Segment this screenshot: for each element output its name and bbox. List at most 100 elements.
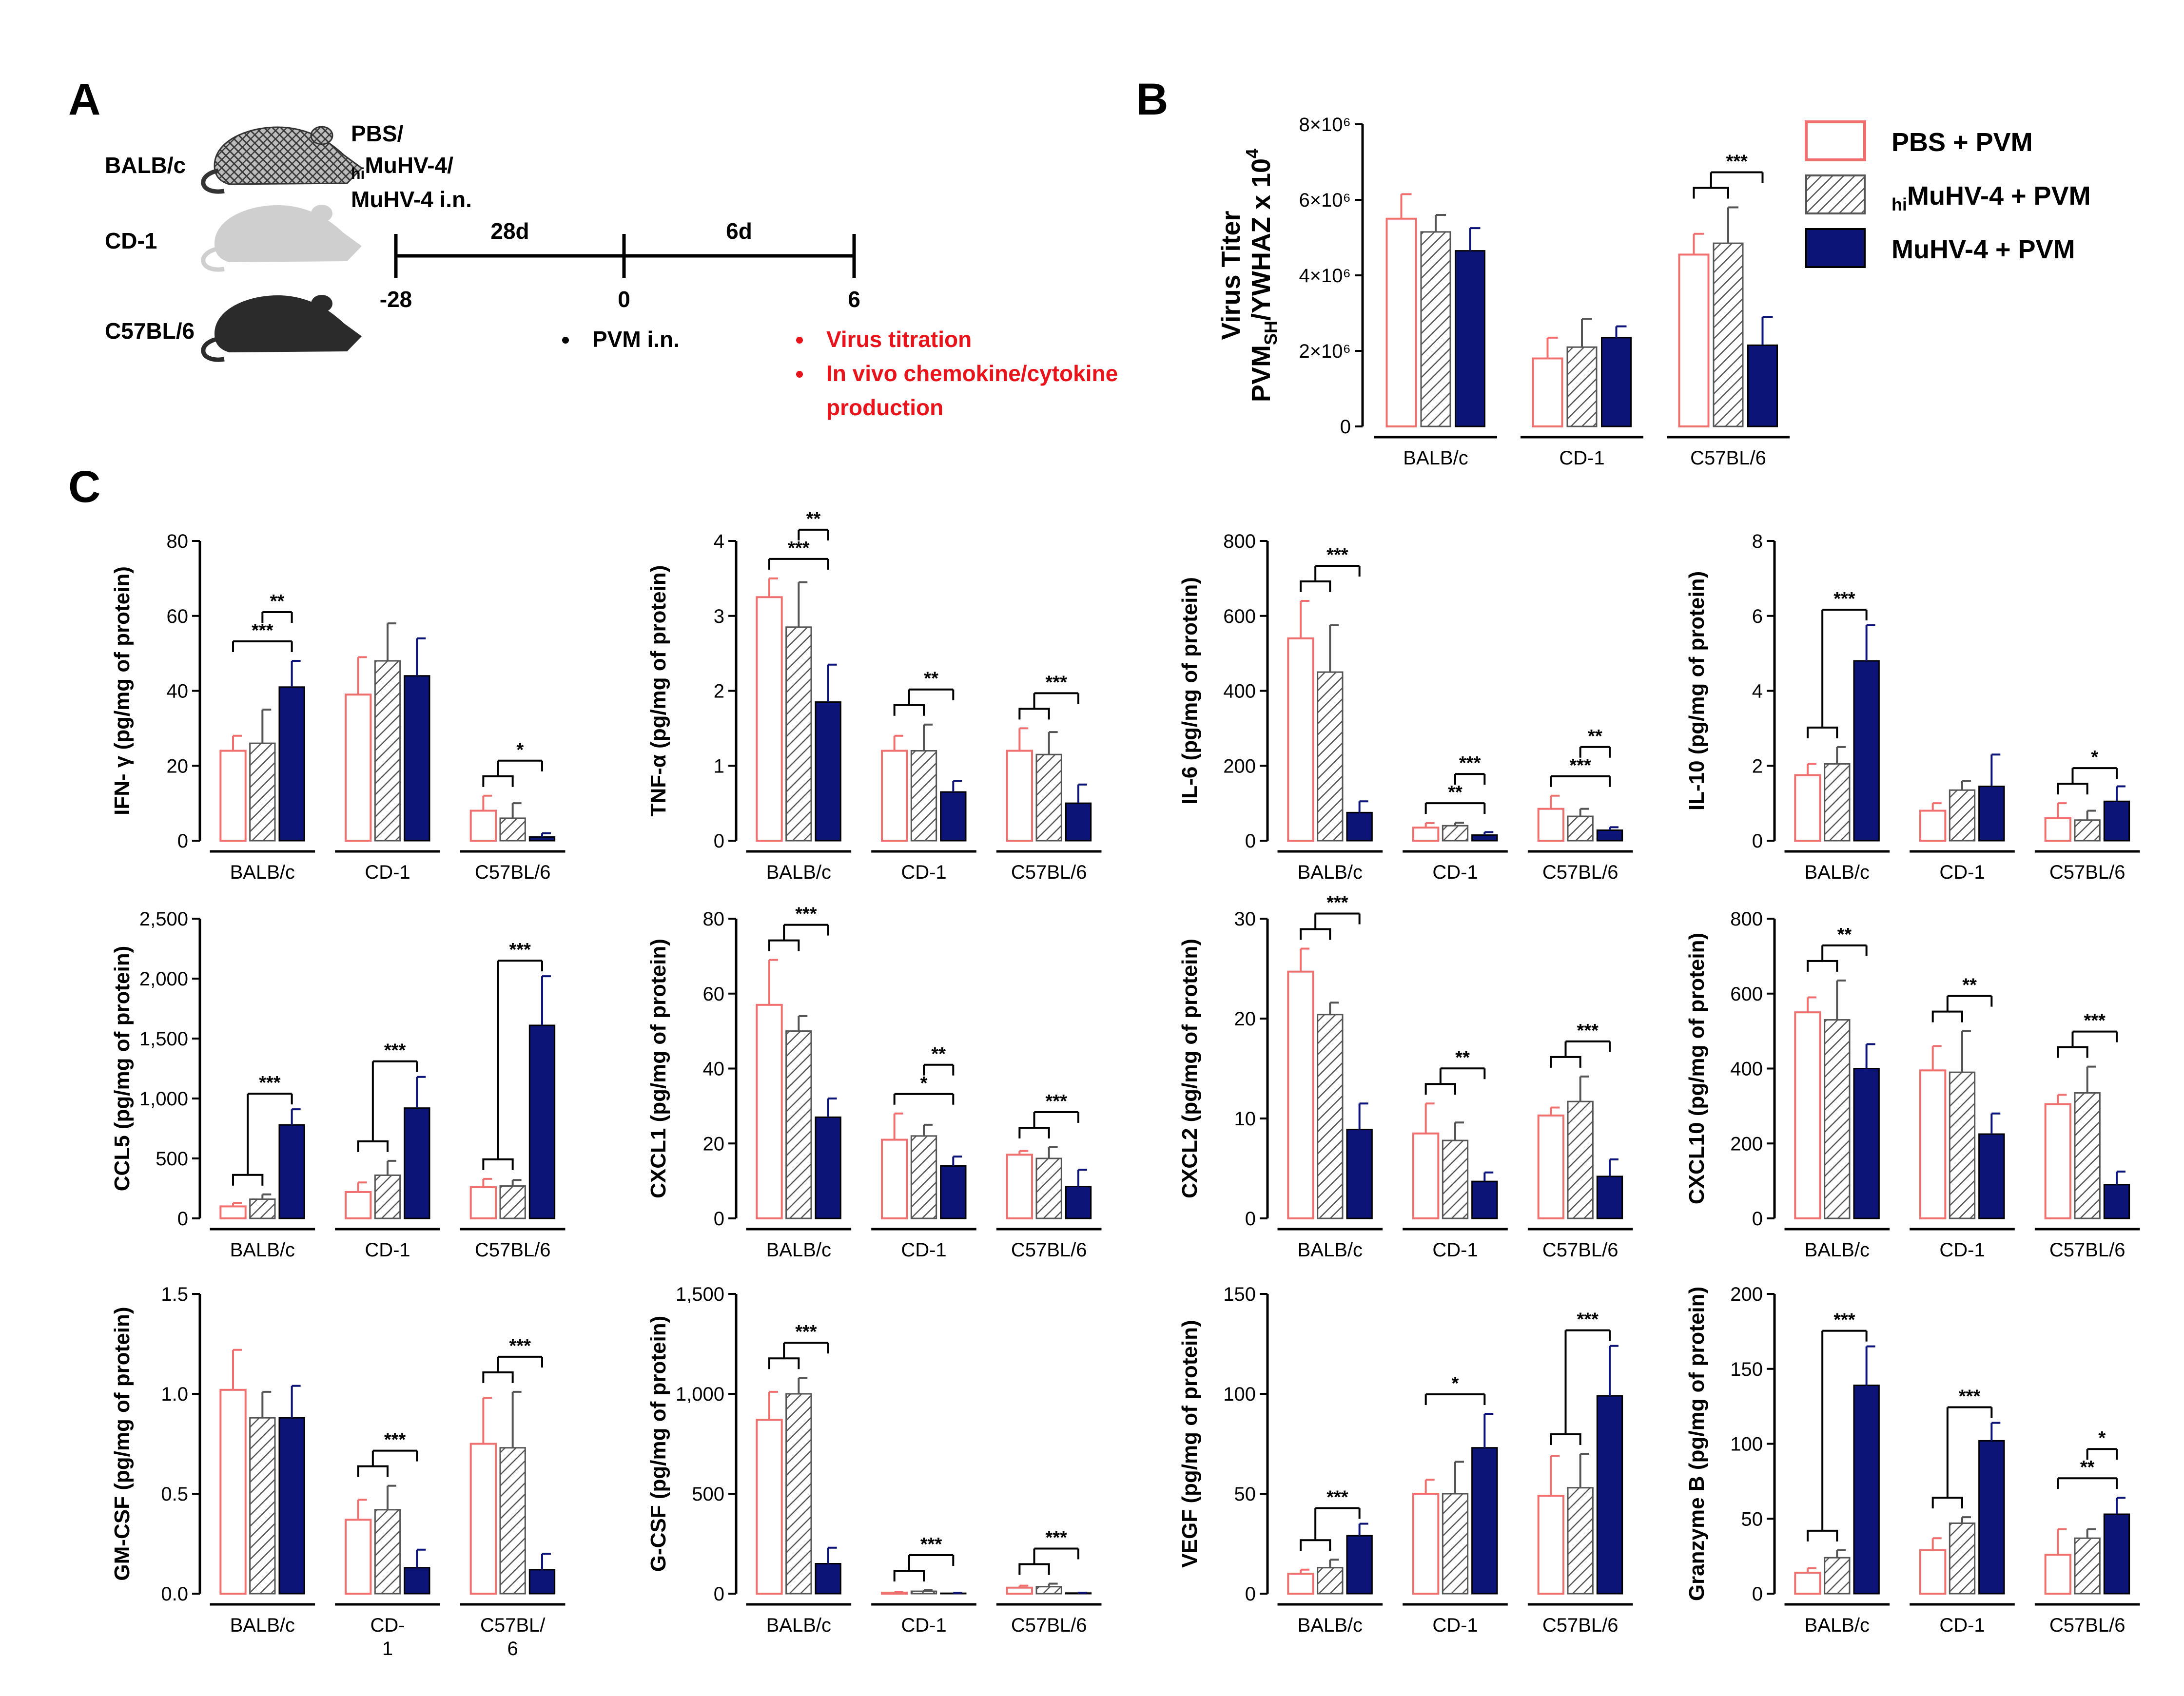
y-tick-label: 1,000	[139, 1088, 188, 1110]
strain-label-balbc: BALB/c	[105, 153, 186, 178]
significance-pair-bracket	[2057, 783, 2088, 795]
significance-label: **	[931, 1044, 946, 1064]
bar	[1978, 1440, 2005, 1595]
significance-label: *	[2098, 1428, 2106, 1448]
bar	[1747, 344, 1778, 427]
category-label: BALB/c	[1298, 1239, 1363, 1261]
bar	[1471, 834, 1498, 842]
category-label: C57BL/6	[1542, 1615, 1618, 1636]
chart-C12: 0 50 100 150 200 Granzyme B (pg/mg of protein…	[1685, 1284, 2140, 1636]
category-label: CD-1	[1432, 1239, 1478, 1261]
bar	[910, 1590, 937, 1595]
bar	[910, 1135, 937, 1219]
bar	[1596, 1176, 1623, 1219]
y-tick-label: 400	[1223, 681, 1256, 702]
bar	[1919, 1549, 1947, 1595]
legend-hi-text: MuHV-4 + PVM	[1907, 181, 2091, 211]
significance-pair-bracket	[1807, 1529, 1838, 1542]
chart-B: 0 2×10⁶ 4×10⁶ 6×10⁶ 8×10⁶ Virus TiterPVMSH/YW…	[1216, 114, 1790, 469]
significance-label: **	[806, 509, 821, 529]
significance-label: ***	[384, 1430, 406, 1450]
significance-pair-bracket	[1424, 1083, 1456, 1095]
y-tick-label: 4	[1752, 681, 1763, 702]
bar	[2103, 1184, 2130, 1219]
bar	[1824, 763, 1851, 842]
significance-pair-bracket	[1300, 1539, 1331, 1551]
bar	[1596, 1395, 1623, 1595]
chart-C10: 0 500 1,000 1,500 G-CSF (pg/mg of protein) BA…	[646, 1284, 1102, 1636]
y-tick-label: 10	[1234, 1108, 1256, 1130]
bar	[469, 809, 497, 842]
y-axis-label: IL-6 (pg/mg of protein)	[1178, 577, 1202, 805]
bar	[249, 1417, 276, 1595]
category-label: BALB/c	[1298, 1615, 1363, 1636]
bar	[1919, 809, 1947, 842]
readout-production: production	[826, 395, 943, 420]
significance-label: **	[270, 591, 285, 612]
significance-label: ***	[795, 1322, 817, 1342]
significance-label: ***	[1326, 893, 1348, 913]
y-tick-label: 20	[1234, 1008, 1256, 1030]
bar	[1317, 1567, 1344, 1595]
y-tick-label: 4	[714, 531, 724, 552]
category-label: BALB/c	[1403, 447, 1468, 469]
chart-C1: 0 20 40 60 80 IFN- γ (pg/mg of protein) BALB/c…	[110, 531, 566, 883]
category-label: BALB/c	[1805, 1239, 1870, 1261]
bar	[785, 1030, 812, 1219]
treatment-hi-subscript: hi	[351, 165, 365, 182]
significance-label: ***	[509, 1336, 531, 1356]
significance-label: ***	[1833, 589, 1855, 609]
y-tick-label: 100	[1223, 1384, 1256, 1405]
bar	[1035, 753, 1062, 842]
bar	[1532, 357, 1563, 427]
charts-layer: 0 2×10⁶ 4×10⁶ 6×10⁶ 8×10⁶ Virus TiterPVMSH/YW…	[110, 114, 2140, 1659]
category-label: C57BL/6	[2049, 862, 2126, 883]
y-tick-label: 0	[1245, 1583, 1256, 1605]
significance-label: **	[1837, 925, 1852, 945]
significance-pair-bracket	[482, 1371, 514, 1383]
bar	[756, 1419, 783, 1595]
category-label: C57BL/6	[1011, 1239, 1087, 1261]
category-label: CD-1	[901, 1615, 946, 1636]
y-axis-label-line2: PVMSH/YWHAZ x 104	[1242, 149, 1281, 402]
bar	[1471, 1447, 1498, 1595]
y-tick-label: 0.0	[161, 1583, 188, 1605]
significance-pair-bracket	[1018, 708, 1050, 720]
bar	[1471, 1180, 1498, 1219]
bar	[1794, 774, 1821, 842]
category-label: 6	[507, 1638, 518, 1659]
category-label: C57BL/	[480, 1615, 546, 1636]
bar	[1317, 1014, 1344, 1219]
significance-label: **	[1455, 1047, 1470, 1068]
category-label: BALB/c	[230, 862, 295, 883]
light-gray-mouse-icon	[201, 205, 362, 272]
bar	[815, 1116, 841, 1219]
bar	[249, 742, 276, 842]
category-label: C57BL/6	[475, 1239, 551, 1261]
category-label: CD-1	[901, 862, 946, 883]
significance-pair-bracket	[893, 1570, 925, 1582]
y-tick-label: 40	[167, 681, 189, 702]
significance-pair-bracket	[1807, 960, 1838, 972]
treatment-line-3: MuHV-4 i.n.	[351, 187, 472, 212]
bar	[1317, 671, 1344, 842]
chart-C11: 0 50 100 150 VEGF (pg/mg of protein) BALB/c CD…	[1178, 1284, 1633, 1636]
significance-pair-bracket	[1550, 1056, 1581, 1068]
significance-label: *	[516, 740, 524, 760]
significance-pair-bracket	[482, 1158, 514, 1170]
bar	[528, 836, 556, 842]
legend-swatch-pbs	[1805, 120, 1866, 161]
bar	[1949, 1522, 1976, 1595]
bar	[1287, 970, 1314, 1220]
y-axis-label: IFN- γ (pg/mg of protein)	[110, 566, 134, 815]
y-tick-label: 0	[1752, 1208, 1763, 1230]
y-tick-label: 0	[714, 1208, 724, 1230]
bar	[404, 1567, 430, 1595]
bar	[1412, 1493, 1440, 1595]
bar	[345, 1519, 372, 1595]
legend-hi-subscript: hi	[1892, 194, 1907, 214]
y-axis-label: Granzyme B (pg/mg of protein)	[1685, 1287, 1709, 1601]
significance-pair-bracket	[1931, 1010, 1963, 1022]
timeline-interval-6d: 6d	[726, 218, 752, 244]
